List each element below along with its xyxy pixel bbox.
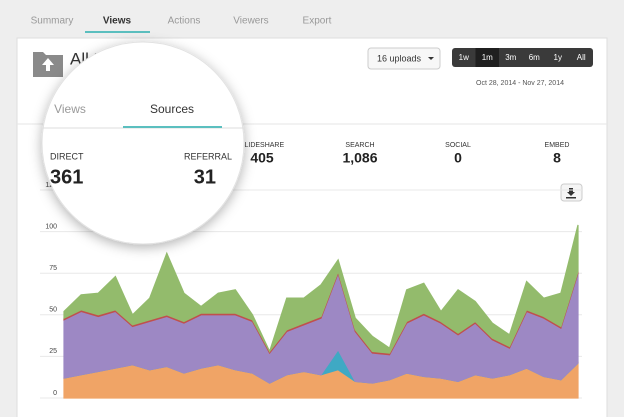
y-tick-label: 100 <box>45 223 57 230</box>
magnifier-stat-label: DIRECT <box>50 151 84 161</box>
stat-value: 8 <box>553 150 561 166</box>
y-tick-label: 75 <box>49 265 57 272</box>
magnifier-stat-label: REFERRAL <box>184 151 232 161</box>
magnifier-tab[interactable]: Sources <box>150 102 194 116</box>
magnifier-content: Views Sources DIRECT 361 REFERRAL 31 <box>42 102 244 188</box>
range-button[interactable]: 1y <box>554 53 562 62</box>
range-button[interactable]: 6m <box>529 53 540 62</box>
tab[interactable]: Actions <box>168 16 201 27</box>
area <box>63 224 579 354</box>
magnifier-tab-underline <box>123 126 222 128</box>
stat-label: SEARCH <box>345 142 374 149</box>
magnifier-stat-value: 31 <box>194 166 216 188</box>
stat-label: EMBED <box>545 142 570 149</box>
stat-label: SLIDESHARE <box>240 142 285 149</box>
range-button[interactable]: 1m <box>482 53 493 62</box>
tab[interactable]: Viewers <box>233 16 268 27</box>
dropdown[interactable] <box>367 47 441 70</box>
y-tick-label: 0 <box>53 390 57 397</box>
download-icon <box>566 188 576 199</box>
y-tick-label: 50 <box>49 307 57 314</box>
dropdown-label: 16 uploads <box>377 53 422 63</box>
magnifier-stat-value: 361 <box>50 166 83 188</box>
caret <box>428 57 434 60</box>
tab[interactable]: Summary <box>31 16 74 27</box>
y-tick-label: 25 <box>49 348 57 355</box>
magnifier <box>41 41 245 245</box>
tab-underline <box>85 31 150 33</box>
upload-arrow <box>42 58 54 71</box>
stat-label: SOCIAL <box>445 142 471 149</box>
range-button[interactable]: 3m <box>505 53 516 62</box>
tab[interactable]: Views <box>103 16 132 27</box>
range-button[interactable]: All <box>577 53 586 62</box>
range-group <box>452 48 593 67</box>
stat-value: 1,086 <box>342 150 377 166</box>
tab[interactable]: Export <box>303 16 332 27</box>
stat-value: 405 <box>250 150 274 166</box>
stat-value: 0 <box>454 150 462 166</box>
date-range: Oct 28, 2014 - Nov 27, 2014 <box>476 80 564 87</box>
range-active <box>475 48 499 67</box>
magnifier-tab[interactable]: Views <box>54 102 86 116</box>
range-button[interactable]: 1w <box>459 53 469 62</box>
